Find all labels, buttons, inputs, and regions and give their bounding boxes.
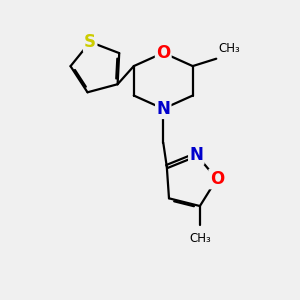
Text: S: S xyxy=(84,33,96,51)
Text: CH₃: CH₃ xyxy=(219,42,240,55)
Text: N: N xyxy=(156,100,170,118)
Text: O: O xyxy=(156,44,170,62)
Text: O: O xyxy=(210,170,224,188)
Text: CH₃: CH₃ xyxy=(189,232,211,244)
Text: N: N xyxy=(189,146,203,164)
